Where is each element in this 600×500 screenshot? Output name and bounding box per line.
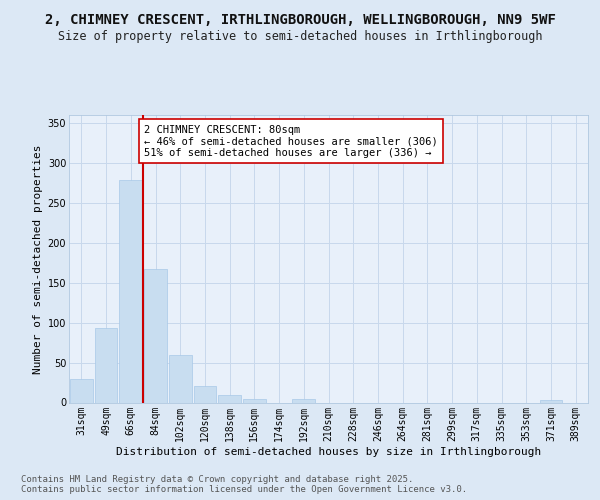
Text: Contains HM Land Registry data © Crown copyright and database right 2025.
Contai: Contains HM Land Registry data © Crown c… xyxy=(21,474,467,494)
Bar xyxy=(243,398,266,402)
Bar xyxy=(144,269,167,402)
Text: 2, CHIMNEY CRESCENT, IRTHLINGBOROUGH, WELLINGBOROUGH, NN9 5WF: 2, CHIMNEY CRESCENT, IRTHLINGBOROUGH, WE… xyxy=(44,12,556,26)
Bar xyxy=(218,394,241,402)
Text: Size of property relative to semi-detached houses in Irthlingborough: Size of property relative to semi-detach… xyxy=(58,30,542,43)
Text: 2 CHIMNEY CRESCENT: 80sqm
← 46% of semi-detached houses are smaller (306)
51% of: 2 CHIMNEY CRESCENT: 80sqm ← 46% of semi-… xyxy=(145,124,438,158)
X-axis label: Distribution of semi-detached houses by size in Irthlingborough: Distribution of semi-detached houses by … xyxy=(116,448,541,458)
Bar xyxy=(70,378,93,402)
Bar xyxy=(292,400,315,402)
Bar xyxy=(169,354,191,403)
Bar xyxy=(194,386,216,402)
Bar xyxy=(119,180,142,402)
Y-axis label: Number of semi-detached properties: Number of semi-detached properties xyxy=(34,144,43,374)
Bar xyxy=(95,328,118,402)
Bar xyxy=(539,400,562,402)
